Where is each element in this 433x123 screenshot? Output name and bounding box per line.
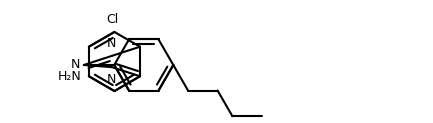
Text: H₂N: H₂N bbox=[57, 70, 81, 83]
Text: N: N bbox=[107, 37, 116, 50]
Text: N: N bbox=[71, 58, 81, 71]
Text: N: N bbox=[107, 73, 116, 86]
Text: Cl: Cl bbox=[106, 13, 118, 26]
